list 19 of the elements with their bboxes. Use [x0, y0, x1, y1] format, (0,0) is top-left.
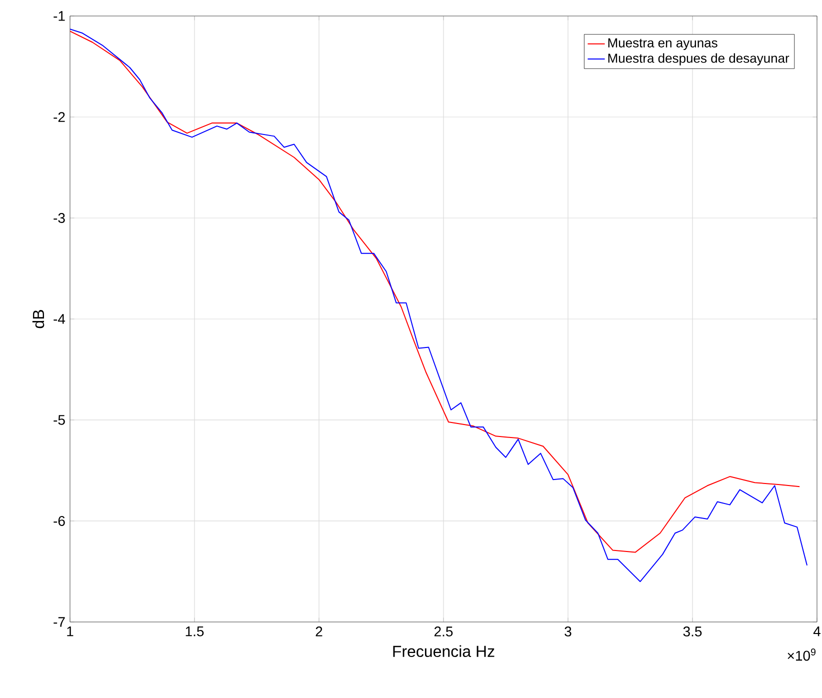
x-tick-label: 2: [316, 626, 322, 636]
y-tick-label: -7: [54, 617, 65, 627]
y-tick-label: -6: [54, 516, 65, 526]
x-axis-title: Frecuencia Hz: [393, 645, 494, 658]
x-tick-label: 3: [564, 626, 572, 636]
y-tick-label: -4: [54, 314, 66, 324]
legend-label: Muestra en ayunas: [608, 38, 718, 50]
y-tick-label: -3: [54, 213, 65, 223]
y-tick-label: -1: [54, 11, 65, 21]
x-tick-label: 4: [813, 626, 820, 636]
y-tick-label: -2: [54, 112, 65, 122]
x-tick-label: 1: [67, 626, 74, 636]
x-tick-label: 1.5: [186, 626, 204, 636]
x-tick-label: 2.5: [434, 626, 453, 636]
y-tick-label: -5: [54, 415, 65, 425]
legend-label: Muestra despues de desayunar: [608, 53, 790, 66]
text: ×10$^{9}$: [788, 648, 816, 661]
y-axis-title: dB: [32, 310, 44, 328]
x-tick-label: 3.5: [683, 626, 702, 636]
